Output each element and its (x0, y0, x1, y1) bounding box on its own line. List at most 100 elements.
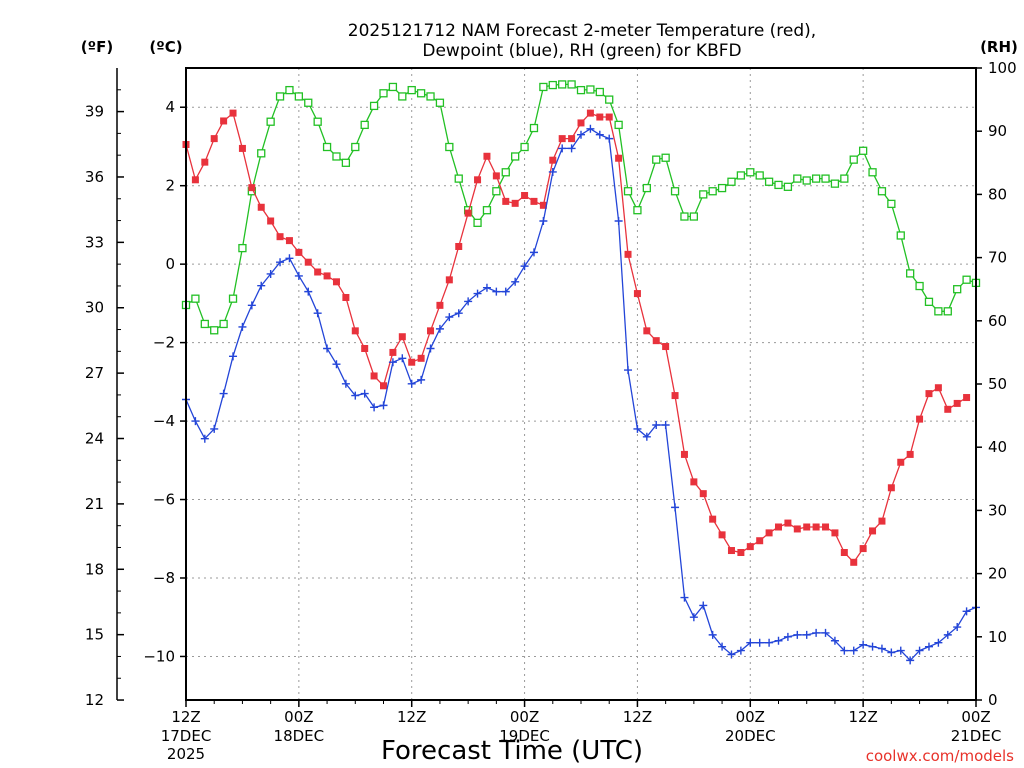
dewpoint-point (727, 650, 736, 659)
rh-point (529, 123, 539, 133)
x-tick-time: 00Z (284, 708, 313, 726)
axes-labels: 39363330272421181512420−2−4−6−8−10100908… (85, 59, 1017, 763)
rh-point (416, 89, 426, 98)
rh-point (906, 269, 915, 278)
f-tick-label: 18 (85, 560, 104, 578)
c-tick-label: −10 (143, 647, 175, 665)
dewpoint-point (793, 630, 802, 639)
temperature-point (878, 517, 886, 525)
temperature-point (953, 399, 961, 407)
temperature-point (765, 529, 773, 537)
rh-tick-label: 80 (988, 185, 1007, 203)
dewpoint-point (520, 262, 529, 271)
dewpoint-point (633, 424, 642, 433)
rh-point (275, 92, 285, 101)
rh-point (435, 98, 445, 107)
rh-point (586, 85, 595, 94)
f-tick-label: 39 (85, 103, 104, 121)
f-tick-label: 24 (85, 430, 104, 448)
rh-point (388, 82, 398, 92)
rh-point (915, 281, 924, 291)
temperature-point (746, 543, 754, 551)
rh-point (840, 174, 849, 183)
rh-tick-label: 90 (988, 122, 1007, 140)
c-tick-label: −8 (153, 569, 175, 587)
x-tick-time: 12Z (848, 708, 877, 726)
rh-point (379, 89, 388, 98)
dewpoint-point (567, 144, 576, 153)
dewpoint-point (755, 638, 764, 647)
rh-point (642, 183, 651, 193)
temperature-point (793, 525, 801, 533)
temperature-point (709, 515, 717, 523)
temperature-point (671, 392, 679, 400)
temperature-point (417, 354, 425, 362)
rh-point (802, 176, 811, 185)
temperature-point (483, 152, 491, 160)
temperature-point (285, 237, 293, 245)
rh-point (313, 117, 322, 126)
dewpoint-point (511, 277, 520, 286)
dewpoint-point (943, 630, 952, 639)
f-tick-label: 21 (85, 495, 104, 513)
rh-point (285, 85, 294, 95)
f-tick-label: 27 (85, 364, 104, 382)
rh-point (228, 294, 238, 303)
dewpoint-point (595, 130, 604, 139)
rh-point (511, 152, 520, 161)
rh-point (887, 199, 896, 209)
rh-point (407, 85, 416, 95)
rh-unit-label: (RH) (980, 38, 1018, 56)
dewpoint-point (464, 297, 473, 306)
temperature-point (314, 268, 322, 276)
temperature-point (737, 548, 745, 556)
rh-point (821, 174, 830, 183)
temperature-point (436, 301, 444, 309)
temperature-point (445, 276, 453, 284)
temperature-point (756, 537, 764, 545)
temperature-point (812, 523, 820, 531)
dewpoint-point (680, 593, 689, 602)
dewpoint-point (210, 424, 219, 433)
series-filled-square (182, 109, 971, 566)
dewpoint-point (257, 281, 266, 290)
rh-tick-label: 70 (988, 249, 1007, 267)
dewpoint-point (868, 642, 877, 651)
rh-point (257, 149, 266, 158)
temperature-point (577, 119, 585, 127)
dewpoint-point (859, 640, 868, 649)
temperature-point (840, 548, 848, 556)
celsius-unit-label: (ºC) (149, 38, 182, 56)
temperature-point (295, 248, 303, 256)
dewpoint-point (454, 309, 463, 318)
rh-point (614, 120, 623, 130)
chart-title-line1: 2025121712 NAM Forecast 2-meter Temperat… (348, 21, 816, 41)
dewpoint-point (624, 366, 633, 375)
x-tick-date: 19DEC (499, 727, 550, 745)
temperature-point (323, 272, 331, 280)
rh-point (266, 117, 275, 126)
dewpoint-point (708, 630, 717, 639)
rh-point (445, 142, 454, 152)
dewpoint-point (887, 648, 896, 657)
temperature-point (831, 529, 839, 537)
rh-point (369, 101, 379, 111)
rh-tick-label: 60 (988, 312, 1007, 330)
rh-point (736, 171, 746, 180)
temperature-point (257, 203, 265, 211)
temperature-point (605, 113, 613, 121)
temperature-point (427, 327, 435, 335)
temperature-point (521, 191, 529, 199)
dewpoint-point (492, 287, 501, 296)
rh-point (482, 206, 492, 215)
rh-point (501, 168, 510, 177)
temperature-point (944, 405, 952, 413)
temperature-point (229, 109, 237, 117)
dewpoint-point (360, 389, 369, 398)
dewpoint-point (548, 167, 557, 176)
x-axis-title: Forecast Time (UTC) (381, 736, 643, 766)
rh-point (896, 231, 905, 240)
temperature-point (276, 233, 284, 241)
dewpoint-point (896, 646, 905, 655)
